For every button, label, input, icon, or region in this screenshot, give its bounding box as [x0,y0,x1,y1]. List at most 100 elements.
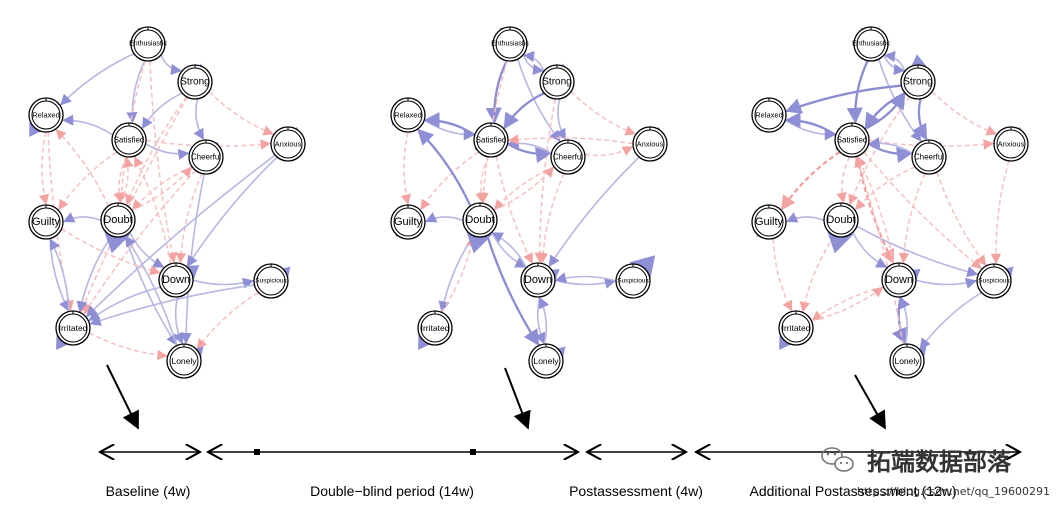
edge-double-blind-cheerful-to-doubt [493,166,555,211]
edge-postassessment-lonely-to-satisfied [854,156,904,345]
edge-baseline-strong-to-satisfied [141,92,183,130]
node-label: Suspicious [978,278,1010,285]
edge-postassessment-strong-to-cheerful [912,98,928,141]
edge-double-blind-strong-to-enthusiastic [522,50,545,72]
edge-baseline-cheerful-to-down [175,173,203,264]
edge-postassessment-doubt-to-down [852,231,888,268]
pointer-arrow-baseline [106,364,139,430]
node-label: Down [162,274,190,286]
edge-postassessment-cheerful-to-satisfied [868,137,913,154]
node-postassessment-anxious: Anxious [993,126,1029,162]
edge-baseline-satisfied-to-guilty [58,151,118,211]
node-label: Irritated [782,323,811,333]
node-label: Lonely [533,356,559,366]
edge-baseline-irritated-to-lonely [88,332,168,361]
node-label: Anxious [998,140,1025,149]
node-label: Irritated [59,323,88,333]
node-postassessment-guilty: Guilty [751,204,787,240]
node-baseline-satisfied: Satisfied [111,122,147,158]
node-double-blind-doubt: Doubt [462,202,498,238]
node-double-blind-suspicious: Suspicious [615,263,651,299]
edge-double-blind-doubt-to-guilty [424,212,464,223]
edge-postassessment-doubt-to-irritated [799,235,836,313]
edge-double-blind-down-to-suspicious [554,277,617,289]
edge-postassessment-cheerful-to-doubt [854,166,916,211]
node-label: Guilty [755,216,784,228]
node-label: Relaxed [755,111,783,120]
edge-double-blind-satisfied-to-guilty [420,151,480,211]
node-baseline-anxious: Anxious [270,126,306,162]
edge-double-blind-enthusiastic-to-cheerful [517,58,561,142]
edge-postassessment-irritated-to-down [811,286,884,322]
edges-layer [38,50,1010,361]
edge-baseline-doubt-to-guilty [62,212,102,223]
pointer-arrow-postassessment [854,374,886,430]
edge-double-blind-doubt-to-irritated [438,235,475,313]
node-postassessment-doubt: Doubt [823,202,859,238]
edge-double-blind-relaxed-to-guilty [400,131,412,206]
node-baseline-suspicious: Suspicious [253,263,289,299]
edge-double-blind-strong-to-satisfied [503,92,545,130]
node-postassessment-cheerful: Cheerful [911,139,947,175]
node-label: Satisfied [837,136,868,145]
edge-baseline-strong-to-irritated [79,96,189,313]
node-baseline-down: Down [158,262,194,298]
edge-baseline-down-to-lonely [172,296,184,345]
edge-baseline-doubt-to-irritated [76,235,113,313]
node-baseline-strong: Strong [177,64,213,100]
edge-baseline-guilty-to-irritated [49,238,70,312]
node-label: Satisfied [114,136,145,145]
node-label: Strong [180,77,209,88]
edge-postassessment-satisfied-to-guilty [780,151,841,211]
timeline-tick-mark [254,449,260,455]
node-label: Relaxed [394,111,422,120]
node-label: Relaxed [32,111,60,120]
edge-double-blind-suspicious-to-down [554,272,617,284]
edge-postassessment-strong-to-anxious [931,90,997,136]
edge-baseline-down-to-suspicious [192,277,255,289]
edge-baseline-strong-to-anxious [208,90,274,136]
node-baseline-irritated: Irritated [55,310,91,346]
edge-double-blind-satisfied-to-relaxed [423,112,476,137]
edge-baseline-satisfied-to-relaxed [62,114,114,136]
watermark-brand-text: 拓端数据部落 [867,448,1012,476]
node-label: Doubt [826,214,855,226]
node-label: Lonely [171,356,197,366]
edge-baseline-enthusiastic-to-strong [160,54,183,76]
edge-postassessment-satisfied-to-strong [864,92,906,130]
node-baseline-doubt: Doubt [100,202,136,238]
edge-baseline-enthusiastic-to-doubt [116,60,146,204]
edge-double-blind-down-to-lonely [534,296,546,345]
wechat-icon [821,447,854,472]
node-label: Anxious [275,140,302,149]
phase-label-postassessment: Postassessment (4w) [569,483,703,499]
node-baseline-cheerful: Cheerful [188,139,224,175]
node-double-blind-irritated: Irritated [417,310,453,346]
node-baseline-enthusiastic: Enthusiastic [129,26,167,62]
node-postassessment-down: Down [881,262,917,298]
edge-postassessment-satisfied-to-relaxed [784,112,837,137]
node-label: Doubt [103,214,132,226]
node-label: Lonely [894,356,920,366]
edge-baseline-anxious-to-down [186,156,278,268]
node-baseline-lonely: Lonely [166,343,202,379]
edge-postassessment-cheerful-to-down [898,173,926,264]
edge-baseline-enthusiastic-to-down [149,60,178,264]
edge-postassessment-down-to-satisfied [857,156,895,265]
node-double-blind-down: Down [520,262,556,298]
node-label: Cheerful [553,153,583,162]
edge-postassessment-satisfied-to-suspicious [863,151,983,269]
watermark: 拓端数据部落 https://blog.csdn.net/qq_19600291 [821,447,1050,498]
node-label: Cheerful [191,153,221,162]
edge-double-blind-enthusiastic-to-doubt [478,60,508,204]
node-label: Down [885,274,913,286]
edge-baseline-doubt-to-relaxed [55,129,110,207]
edge-baseline-irritated-to-guilty [49,238,70,312]
node-double-blind-satisfied: Satisfied [473,122,509,158]
edge-postassessment-guilty-to-irritated [772,238,793,312]
edge-baseline-anxious-to-irritated [85,154,276,318]
node-label: Down [524,274,552,286]
edge-baseline-relaxed-to-guilty [38,131,50,206]
edge-baseline-strong-to-cheerful [193,98,205,141]
